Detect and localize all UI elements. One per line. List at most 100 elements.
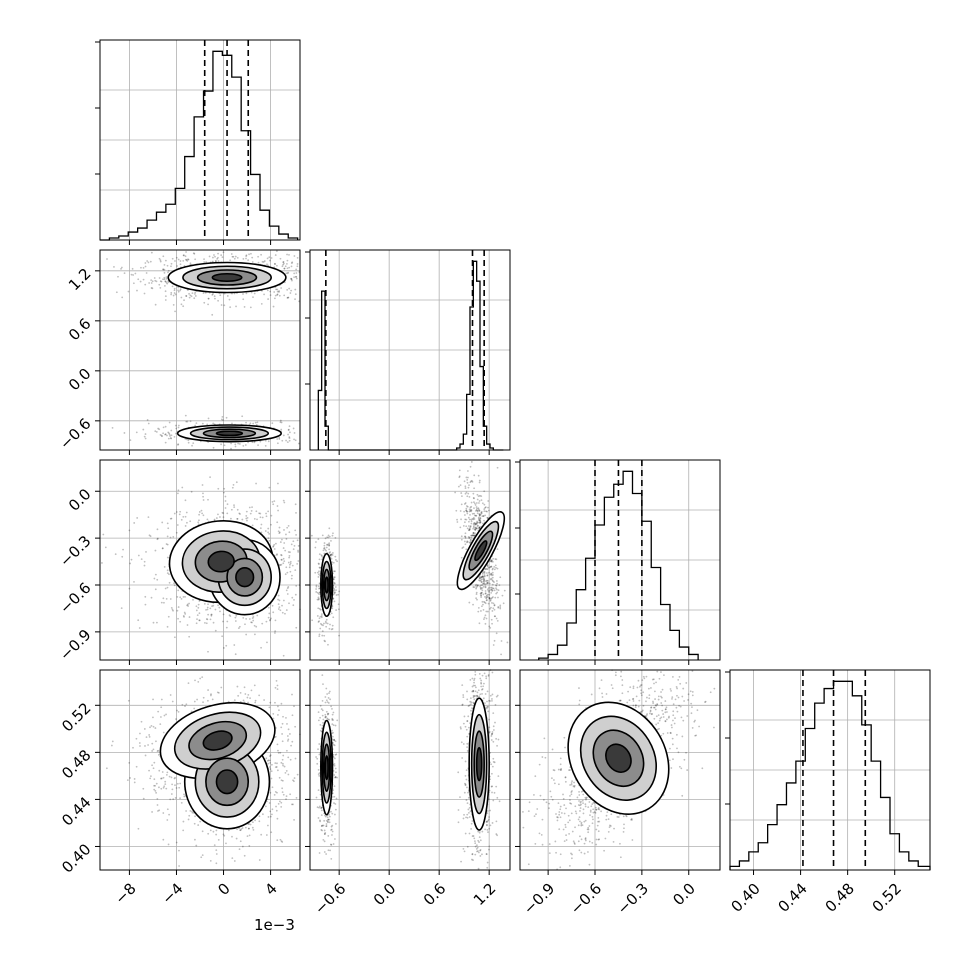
scatter-point xyxy=(158,769,161,772)
scatter-point xyxy=(166,434,168,437)
scatter-point xyxy=(146,260,149,262)
scatter-point xyxy=(242,293,244,295)
scatter-point xyxy=(288,425,291,428)
scatter-point xyxy=(291,740,294,743)
scatter-point xyxy=(179,797,181,800)
scatter-point xyxy=(288,554,291,557)
scatter-point xyxy=(265,515,268,518)
scatter-point xyxy=(197,824,200,826)
scatter-point xyxy=(493,639,496,642)
scatter-point xyxy=(174,260,176,262)
scatter-point xyxy=(237,442,240,445)
scatter-point xyxy=(186,420,189,423)
scatter-point xyxy=(171,788,174,791)
scatter-point xyxy=(177,424,180,427)
scatter-point xyxy=(223,487,226,490)
panel-3-0 xyxy=(95,669,301,875)
scatter-point xyxy=(484,622,487,625)
scatter-point xyxy=(137,554,140,557)
scatter-point xyxy=(294,275,297,278)
scatter-point xyxy=(192,598,194,601)
scatter-point xyxy=(277,603,280,606)
scatter-point xyxy=(287,433,289,436)
scatter-point xyxy=(337,593,340,596)
scatter-point xyxy=(484,567,487,570)
scatter-point xyxy=(297,560,300,562)
scatter-point xyxy=(252,829,255,831)
scatter-point xyxy=(487,593,489,596)
scatter-point xyxy=(293,777,296,779)
scatter-point xyxy=(483,519,485,522)
scatter-point xyxy=(256,614,259,617)
scatter-point xyxy=(179,263,182,266)
scatter-point xyxy=(173,289,176,292)
scatter-point xyxy=(475,509,478,511)
scatter-point xyxy=(294,569,297,571)
scatter-point xyxy=(212,830,215,833)
scatter-point xyxy=(289,562,292,565)
scatter-point xyxy=(467,486,470,489)
y-tick-label: −0.9 xyxy=(56,626,94,664)
histogram-step xyxy=(317,260,504,451)
scatter-point xyxy=(323,544,326,547)
scatter-point xyxy=(188,296,191,299)
scatter-point xyxy=(212,256,214,259)
scatter-point xyxy=(162,268,165,271)
scatter-point xyxy=(198,511,201,513)
scatter-point xyxy=(265,757,268,760)
scatter-point xyxy=(278,290,280,292)
scatter-point xyxy=(332,576,335,579)
scatter-point xyxy=(261,260,264,263)
scatter-point xyxy=(270,813,273,816)
scatter-point xyxy=(332,561,335,564)
scatter-point xyxy=(466,478,469,481)
scatter-point xyxy=(260,531,263,534)
scatter-point xyxy=(199,677,202,680)
scatter-point xyxy=(165,277,168,280)
scatter-point xyxy=(221,415,224,418)
scatter-point xyxy=(244,444,247,446)
scatter-point xyxy=(158,277,161,279)
scatter-point xyxy=(483,503,486,506)
scatter-point xyxy=(288,287,291,290)
scatter-point xyxy=(154,727,157,729)
scatter-point xyxy=(489,599,492,602)
scatter-point xyxy=(286,735,289,737)
scatter-point xyxy=(253,441,256,444)
scatter-point xyxy=(482,577,485,579)
scatter-point xyxy=(271,763,273,766)
scatter-point xyxy=(482,582,485,585)
scatter-point xyxy=(189,262,192,265)
scatter-point xyxy=(222,251,225,254)
scatter-point xyxy=(172,294,175,297)
scatter-point xyxy=(278,294,281,297)
scatter-point xyxy=(252,422,255,425)
scatter-point xyxy=(287,561,290,564)
scatter-point xyxy=(225,842,227,845)
scatter-point xyxy=(483,508,486,511)
scatter-point xyxy=(242,616,245,619)
scatter-point xyxy=(271,604,274,607)
scatter-point xyxy=(278,532,281,535)
scatter-point xyxy=(148,534,151,537)
scatter-point xyxy=(184,499,187,502)
scatter-point xyxy=(276,817,279,820)
scatter-point xyxy=(276,288,279,291)
scatter-point xyxy=(215,829,218,832)
scatter-point xyxy=(485,610,488,613)
scatter-point xyxy=(209,476,211,479)
scatter-point xyxy=(187,818,190,821)
scatter-point xyxy=(202,499,205,501)
scatter-point xyxy=(185,511,188,514)
scatter-point xyxy=(130,273,133,276)
scatter-point xyxy=(131,267,134,270)
scatter-point xyxy=(213,518,216,521)
scatter-point xyxy=(182,615,185,617)
scatter-point xyxy=(173,512,176,515)
scatter-point xyxy=(226,295,229,297)
scatter-point xyxy=(276,293,279,296)
scatter-point xyxy=(153,577,156,580)
scatter-point xyxy=(137,278,140,281)
scatter-point xyxy=(336,560,338,563)
scatter-point xyxy=(324,620,327,623)
